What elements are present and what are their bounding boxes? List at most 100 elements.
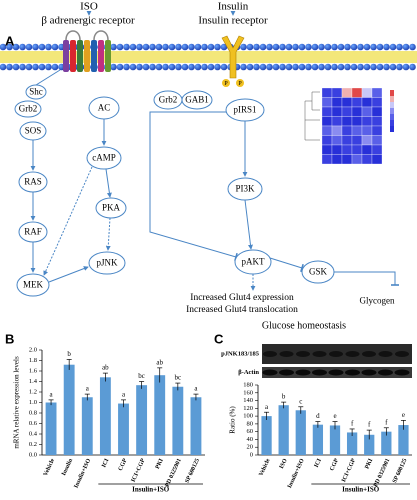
lipid-head: [142, 43, 150, 51]
heatmap: [304, 87, 394, 165]
heatmap-cell: [321, 125, 333, 136]
lipid-head: [363, 63, 371, 71]
heatmap-cell: [341, 135, 353, 146]
annotation: a: [265, 403, 269, 411]
y-tick-label: 40: [247, 436, 254, 443]
lipid-head: [344, 43, 351, 51]
heatmap-cell: [321, 87, 333, 98]
lipid-head: [136, 43, 143, 51]
lipid-head: [259, 43, 267, 51]
nodes: Shc Grb2 SOS RAS RAF MEK AC cAMP PKA pJNK Grb2 GAB1…: [14, 84, 395, 306]
lipid-head: [337, 43, 345, 51]
heatmap-cell: [331, 135, 343, 146]
lipid-head: [38, 63, 46, 71]
y-tick-label: 80: [247, 420, 254, 427]
lipid-head: [376, 43, 384, 51]
lipid-head: [207, 43, 215, 51]
lipid-head: [214, 43, 221, 51]
receptor-beta: [63, 30, 111, 72]
blot-band: [378, 369, 393, 376]
bar: [381, 431, 392, 455]
heatmap-cell: [341, 106, 353, 117]
heatmap-cell: [341, 125, 353, 136]
node-label: pJNK: [96, 258, 118, 268]
lipid-head: [25, 43, 33, 51]
annotation: c: [299, 397, 302, 405]
panel-label: A: [5, 33, 15, 48]
node-shape: [181, 90, 213, 110]
blot-band: [312, 351, 327, 357]
lipid-head: [181, 43, 189, 51]
x-tick-label: CGP: [329, 458, 340, 472]
lipid-head: [155, 43, 163, 51]
x-tick-label: Insulin+ISO: [287, 458, 306, 490]
blot-band: [312, 369, 327, 376]
colorbar: [390, 90, 394, 96]
node-label: Grb2: [19, 104, 38, 114]
lipid-head: [38, 43, 46, 51]
lipid-head: [0, 43, 7, 51]
lipid-head: [45, 63, 52, 71]
x-tick-label: PKI: [155, 457, 165, 470]
node-label: cAMP: [92, 153, 116, 163]
lipid-head: [370, 63, 377, 71]
bar: [118, 403, 129, 455]
heatmap-cell: [371, 144, 383, 155]
bar: [81, 397, 93, 455]
heatmap-cell: [361, 106, 373, 117]
lipid-head: [331, 63, 338, 71]
annotation: a: [194, 385, 198, 393]
outcome-text: Glucose homeostasis: [262, 320, 346, 331]
y-tick-label: 1.0: [29, 399, 37, 406]
lipid-head: [194, 43, 202, 51]
blot-band: [378, 351, 393, 357]
lipid-head: [162, 63, 169, 71]
bar: [261, 416, 272, 455]
heatmap-cell: [361, 97, 373, 108]
blot-band: [394, 369, 410, 376]
lipid-head: [123, 43, 130, 51]
panel-label: B: [5, 331, 14, 346]
bar: [190, 397, 202, 455]
lipid-head: [292, 43, 299, 51]
annotation: f: [351, 420, 354, 428]
y-tick-label: 160: [243, 389, 253, 396]
x-tick-label: SP 600125: [392, 458, 408, 484]
heatmap-cell: [321, 97, 333, 108]
colorbar: [390, 114, 394, 120]
lipid-head: [357, 63, 364, 71]
heatmap-cell: [351, 125, 363, 136]
annotation: f: [385, 418, 388, 426]
lipid-head: [324, 63, 332, 71]
blot-band: [361, 369, 377, 376]
lipid-head: [32, 63, 39, 71]
annotation: e: [333, 412, 336, 420]
y-tick-label: 1.2: [29, 388, 37, 395]
lipid-head: [51, 43, 59, 51]
lipid-head: [253, 63, 260, 71]
bar: [346, 432, 358, 455]
y-tick-label: 100: [243, 413, 253, 420]
heatmap-cell: [361, 125, 373, 136]
heatmap-cell: [371, 125, 383, 136]
colorbar: [390, 96, 394, 102]
heatmap-cell: [321, 154, 333, 165]
lipid-head: [116, 43, 124, 51]
annotation: d: [316, 412, 320, 420]
annotation: ab: [156, 358, 163, 366]
heatmap-cell: [371, 154, 383, 165]
lipid-head: [246, 43, 254, 51]
y-tick-label: 60: [247, 428, 254, 435]
lipid-head: [201, 63, 208, 71]
lipid-head: [383, 43, 390, 51]
lipid-head: [19, 63, 26, 71]
lipid-head: [51, 63, 59, 71]
node-shape: [225, 98, 265, 122]
lipid-head: [188, 43, 195, 51]
blot-band: [395, 351, 409, 357]
lipid-head: [110, 63, 117, 71]
lipid-head: [25, 63, 33, 71]
bar: [99, 377, 111, 455]
ligand: ISO: [80, 1, 98, 13]
lipid-head: [350, 63, 358, 71]
